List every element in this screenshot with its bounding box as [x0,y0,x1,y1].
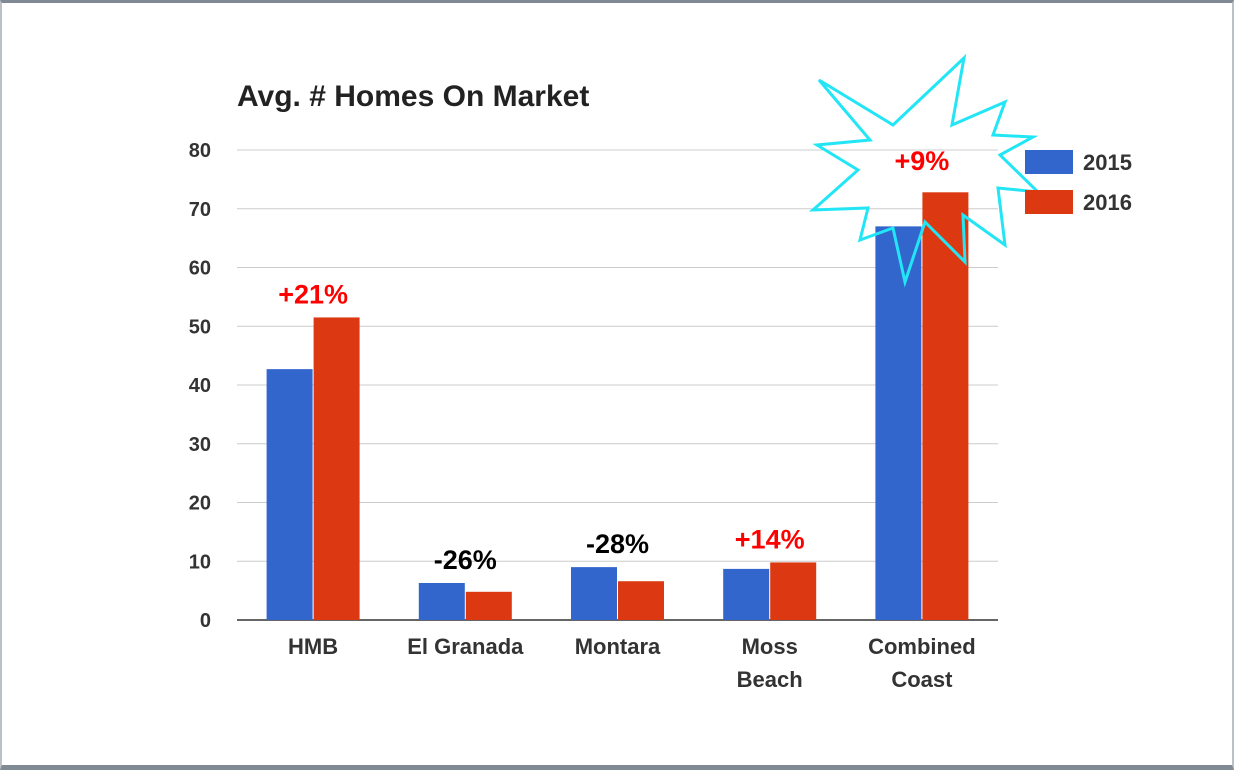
bar-2015 [418,582,465,620]
legend-label: 2016 [1083,190,1132,215]
bar-2015 [875,226,922,620]
chart-title: Avg. # Homes On Market [237,80,589,113]
y-tick-label: 10 [189,551,211,573]
legend-swatch [1025,150,1073,174]
legend-label: 2015 [1083,150,1132,175]
y-tick-label: 60 [189,258,211,280]
bar-2015 [266,369,313,620]
annotations: +21% -26% -28% +14% +9% [278,146,949,575]
x-category-label: El Granada [407,634,524,659]
y-tick-label: 40 [189,375,211,397]
y-tick-label: 30 [189,434,211,456]
y-tick-label: 70 [189,199,211,221]
y-axis-ticks: 0 10 20 30 40 50 60 70 80 [189,140,211,632]
x-category-label: Moss [742,634,798,659]
change-annotation: +14% [735,524,805,554]
bar-2016 [770,562,817,620]
gridlines [237,149,998,621]
change-annotation: +9% [895,146,950,176]
x-category-label: HMB [288,634,338,659]
bar-2016 [618,581,664,620]
x-category-label: Montara [575,634,661,659]
starburst-outline [808,53,1043,288]
y-tick-label: 50 [189,316,211,338]
bar-2016 [922,192,969,621]
change-annotation: -26% [434,545,497,575]
legend-swatch [1025,190,1073,214]
change-annotation: -28% [586,529,649,559]
x-category-label: Combined [868,634,976,659]
bar-2016 [313,317,360,620]
x-category-label: Beach [737,667,803,692]
x-axis-categories: HMB El Granada Montara Moss Beach Combined Coa… [288,634,976,692]
bars [266,192,969,621]
y-tick-label: 80 [189,140,211,162]
change-annotation: +21% [278,279,348,309]
x-category-label: Coast [891,667,953,692]
y-tick-label: 0 [200,610,211,632]
bar-2015 [723,568,770,620]
bar-2015 [571,567,617,620]
starburst-highlight [808,53,1043,288]
bar-2016 [465,591,512,620]
y-tick-label: 20 [189,493,211,515]
legend: 2015 2016 [1025,150,1132,215]
